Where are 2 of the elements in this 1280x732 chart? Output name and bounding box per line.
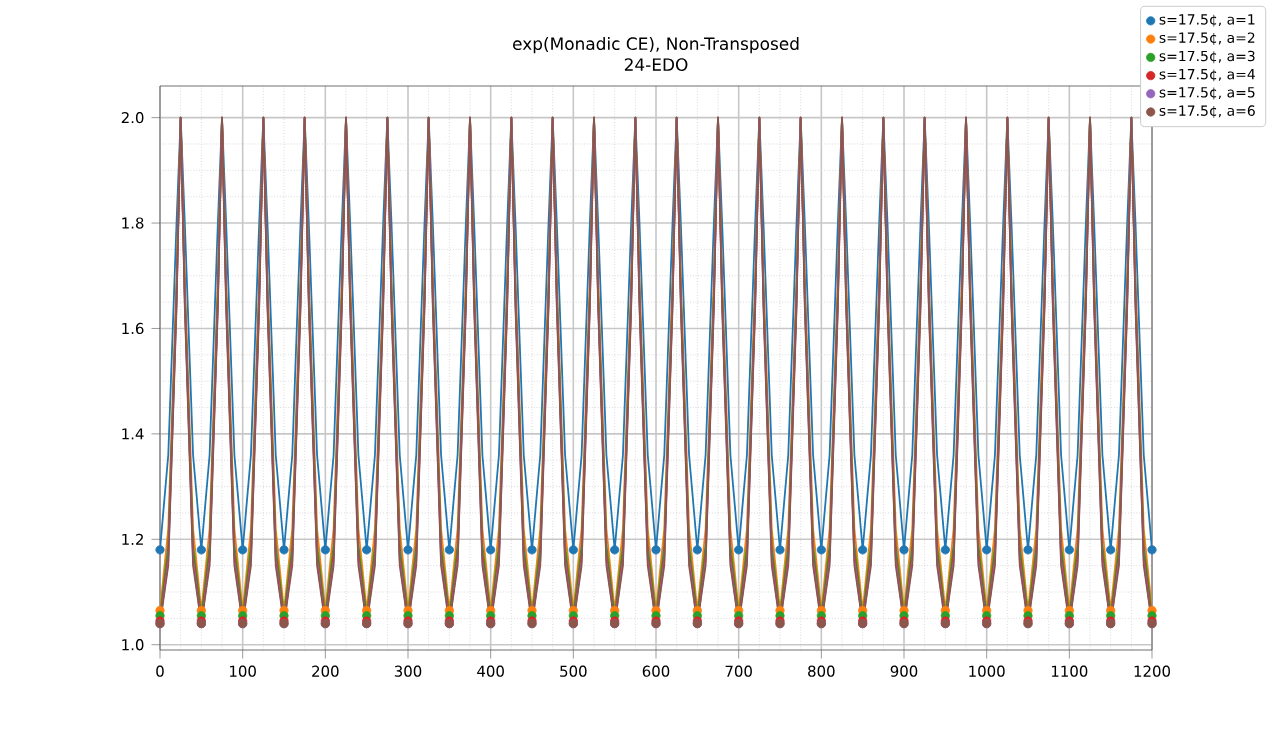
chart-subtitle: 24-EDO xyxy=(624,58,688,72)
chart-title: exp(Monadic CE), Non-Transposed xyxy=(513,36,799,54)
